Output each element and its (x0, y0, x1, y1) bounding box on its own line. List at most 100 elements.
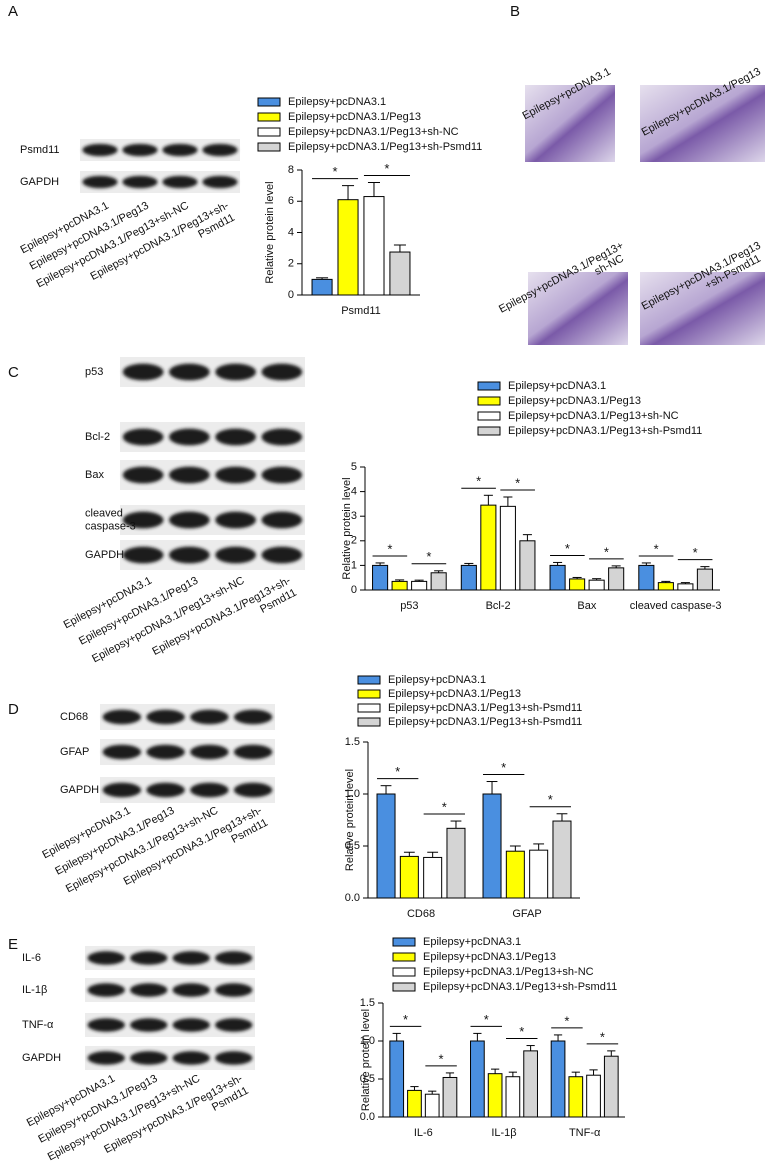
bar (696, 568, 713, 591)
blot-strip (80, 171, 240, 193)
blot-band (87, 983, 125, 997)
blot-band (122, 175, 158, 189)
blot-band (169, 466, 210, 484)
blot-band (261, 466, 303, 484)
bar (460, 564, 477, 591)
blot-band (102, 782, 142, 798)
bar (603, 1055, 619, 1118)
histology-image (640, 85, 765, 162)
x-tick-label: Bax (577, 600, 596, 612)
legend-swatch (392, 967, 416, 977)
blot-band (122, 466, 164, 484)
blot-band (215, 428, 256, 446)
blot-band (87, 1018, 125, 1032)
blot-band (146, 744, 185, 760)
legend-label: Epilepsy+pcDNA3.1 (288, 96, 386, 108)
y-tick-label: 0.0 (360, 1111, 375, 1123)
blot-row-label: IL-1β (22, 984, 47, 996)
blot-band (122, 363, 164, 381)
panel-letter: A (8, 3, 18, 20)
blot-band (215, 1051, 253, 1065)
legend-swatch (357, 703, 381, 713)
y-tick-label: 4 (288, 226, 294, 238)
legend-label: Epilepsy+pcDNA3.1 (508, 380, 606, 392)
x-tick-label: TNF-α (569, 1127, 601, 1139)
bar (411, 580, 428, 591)
histology-image (640, 272, 765, 345)
x-tick-label: GFAP (512, 908, 541, 920)
blot-band (169, 511, 210, 529)
legend-swatch (477, 426, 501, 436)
blot-band (233, 709, 273, 725)
blot-band (146, 782, 185, 798)
panel-letter: C (8, 364, 19, 381)
blot-band (215, 951, 253, 965)
blot-band (215, 363, 256, 381)
legend-label: Epilepsy+pcDNA3.1/Peg13 (423, 951, 556, 963)
blot-row-label: IL-6 (22, 952, 41, 964)
bar (480, 504, 497, 591)
histology-image (525, 85, 615, 162)
y-axis-label: Relative protein level (344, 769, 356, 871)
blot-strip (80, 139, 240, 161)
blot-band (261, 428, 303, 446)
bar (608, 567, 625, 591)
blot-band (122, 511, 164, 529)
bar (657, 582, 674, 591)
bar (586, 1074, 601, 1118)
significance-label: * (395, 764, 400, 779)
legend-label: Epilepsy+pcDNA3.1/Peg13+sh-Psmd11 (508, 425, 702, 437)
blot-band (215, 511, 256, 529)
bar (391, 580, 408, 591)
blot-row-label: p53 (85, 366, 103, 378)
blot-band (169, 363, 210, 381)
y-axis-label: Relative protein level (360, 1009, 372, 1111)
significance-label: * (565, 541, 570, 556)
significance-label: * (604, 544, 609, 559)
legend-label: Epilepsy+pcDNA3.1/Peg13+sh-Psmd11 (288, 141, 482, 153)
y-tick-label: 0.0 (345, 892, 360, 904)
bar (399, 855, 419, 899)
blot-band (172, 1018, 210, 1032)
x-tick-label: cleaved caspase-3 (630, 600, 722, 612)
bar (552, 820, 572, 899)
bar (376, 793, 396, 899)
y-tick-label: 5 (351, 461, 357, 473)
legend-label: Epilepsy+pcDNA3.1/Peg13+sh-Psmd11 (423, 981, 617, 993)
blot-row-label: cleaved (85, 507, 123, 519)
legend-swatch (392, 952, 416, 962)
y-tick-label: 4 (351, 486, 357, 498)
bar (442, 1076, 458, 1118)
blot-band (215, 546, 256, 564)
significance-label: * (384, 161, 389, 176)
x-tick-label: p53 (400, 600, 418, 612)
blot-band (172, 983, 210, 997)
y-tick-label: 3 (351, 510, 357, 522)
blot-band (215, 983, 253, 997)
blot-row-label: GAPDH (22, 1052, 61, 1064)
significance-label: * (426, 549, 431, 564)
significance-label: * (564, 1013, 569, 1028)
bar (505, 850, 525, 899)
panel-letter: D (8, 701, 19, 718)
legend-label: Epilepsy+pcDNA3.1/Peg13+sh-NC (423, 966, 594, 978)
blot-band (172, 951, 210, 965)
blot-row-label: CD68 (60, 711, 88, 723)
x-tick-label: IL-6 (414, 1127, 433, 1139)
x-tick-label: IL-1β (491, 1127, 516, 1139)
bar (569, 578, 586, 591)
y-tick-label: 8 (288, 164, 294, 176)
blot-band (146, 709, 185, 725)
legend-swatch (357, 717, 381, 727)
significance-label: * (476, 474, 481, 489)
bar (677, 583, 694, 591)
blot-row-label: Bcl-2 (85, 431, 110, 443)
legend-label: Epilepsy+pcDNA3.1 (388, 674, 486, 686)
significance-label: * (501, 760, 506, 775)
bar (549, 564, 566, 591)
legend-swatch (257, 142, 281, 152)
blot-band (122, 143, 158, 157)
legend-label: Epilepsy+pcDNA3.1/Peg13+sh-NC (288, 126, 459, 138)
legend-swatch (357, 689, 381, 699)
significance-label: * (484, 1012, 489, 1027)
